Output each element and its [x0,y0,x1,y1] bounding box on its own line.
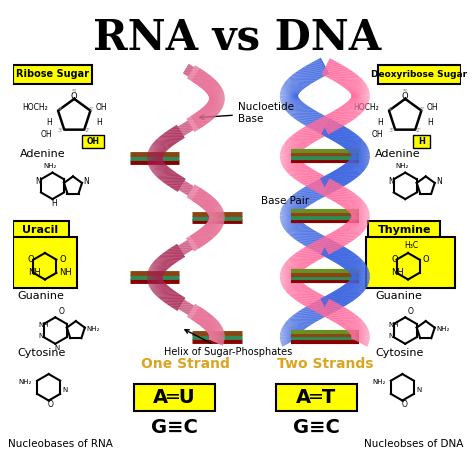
FancyBboxPatch shape [366,237,456,288]
Text: NH₂: NH₂ [18,380,32,385]
Text: N: N [436,177,442,186]
Text: H: H [52,199,57,208]
Text: Adenine: Adenine [20,149,66,159]
Text: 3': 3' [388,128,394,133]
Text: NH: NH [59,268,72,277]
Text: Cytosine: Cytosine [375,348,423,358]
Text: N: N [38,333,44,339]
Text: 3': 3' [57,128,63,133]
Text: 2': 2' [85,128,91,133]
Text: NH₂: NH₂ [436,326,449,331]
Text: OH: OH [427,103,438,112]
Text: N: N [417,387,422,393]
Text: O: O [48,400,54,409]
Text: NH: NH [388,322,399,328]
Text: OH: OH [96,103,108,112]
Text: Adenine: Adenine [375,149,420,159]
Text: O: O [402,91,409,100]
Text: Deoxyribose Sugar: Deoxyribose Sugar [371,70,467,79]
Text: NH: NH [391,268,404,277]
Text: HOCH₂: HOCH₂ [353,103,379,112]
Text: 1': 1' [419,107,425,112]
Text: O: O [71,91,78,100]
Text: NH₂: NH₂ [396,163,409,169]
Text: O: O [401,400,407,409]
Text: Nucleobases of RNA: Nucleobases of RNA [8,439,112,449]
Text: NH₂: NH₂ [86,326,100,331]
Text: N: N [388,177,394,186]
Text: NH: NH [28,268,41,277]
Text: NH: NH [38,322,49,328]
Text: H: H [96,118,102,127]
Text: Ribose Sugar: Ribose Sugar [16,69,89,79]
Text: N: N [388,333,393,339]
Text: N: N [63,387,68,393]
Text: Helix of Sugar-Phosphates: Helix of Sugar-Phosphates [164,330,292,357]
FancyBboxPatch shape [134,384,215,411]
Text: H: H [47,118,53,127]
Text: G≡C: G≡C [151,418,198,437]
Text: RNA vs DNA: RNA vs DNA [93,17,381,58]
Text: O: O [391,255,398,264]
Text: Base Pair: Base Pair [261,196,321,216]
Text: 5': 5' [72,89,77,94]
Text: N: N [36,177,41,186]
Text: O: O [58,308,64,317]
Text: O: O [28,255,35,264]
Text: 5': 5' [402,89,408,94]
Text: Nucloetide
Base: Nucloetide Base [200,102,294,124]
FancyBboxPatch shape [13,65,92,84]
FancyBboxPatch shape [378,65,461,84]
Text: 4': 4' [57,107,63,112]
Text: 2': 2' [416,128,421,133]
Text: 1': 1' [89,107,94,112]
FancyBboxPatch shape [368,221,440,240]
Text: H: H [427,118,433,127]
Text: N: N [55,346,60,351]
Text: Cytosine: Cytosine [18,348,66,358]
Text: A═U: A═U [153,388,196,407]
Text: 4': 4' [388,107,394,112]
Text: H: H [378,118,383,127]
Text: O: O [408,308,414,317]
Text: A═T: A═T [296,388,337,407]
Text: HOCH₂: HOCH₂ [22,103,48,112]
Text: Uracil: Uracil [22,225,58,235]
Text: OH: OH [372,130,383,139]
Text: Thymine: Thymine [377,225,431,235]
FancyBboxPatch shape [82,135,104,148]
Text: OH: OH [87,137,100,146]
FancyBboxPatch shape [276,384,357,411]
FancyBboxPatch shape [13,221,69,240]
Text: Guanine: Guanine [375,292,422,301]
Text: N: N [83,177,89,186]
Text: NH₂: NH₂ [43,163,56,169]
Text: O: O [422,255,429,264]
Text: One Strand: One Strand [141,357,230,371]
Text: Two Strands: Two Strands [276,357,373,371]
FancyBboxPatch shape [413,135,430,148]
Text: OH: OH [41,130,53,139]
Text: H₃C: H₃C [404,241,419,250]
Text: NH₂: NH₂ [372,380,385,385]
Text: Nucleobses of DNA: Nucleobses of DNA [364,439,464,449]
Text: O: O [59,255,66,264]
Text: G≡C: G≡C [293,418,340,437]
FancyBboxPatch shape [13,237,77,288]
Text: H: H [418,137,425,146]
Text: Guanine: Guanine [18,292,64,301]
